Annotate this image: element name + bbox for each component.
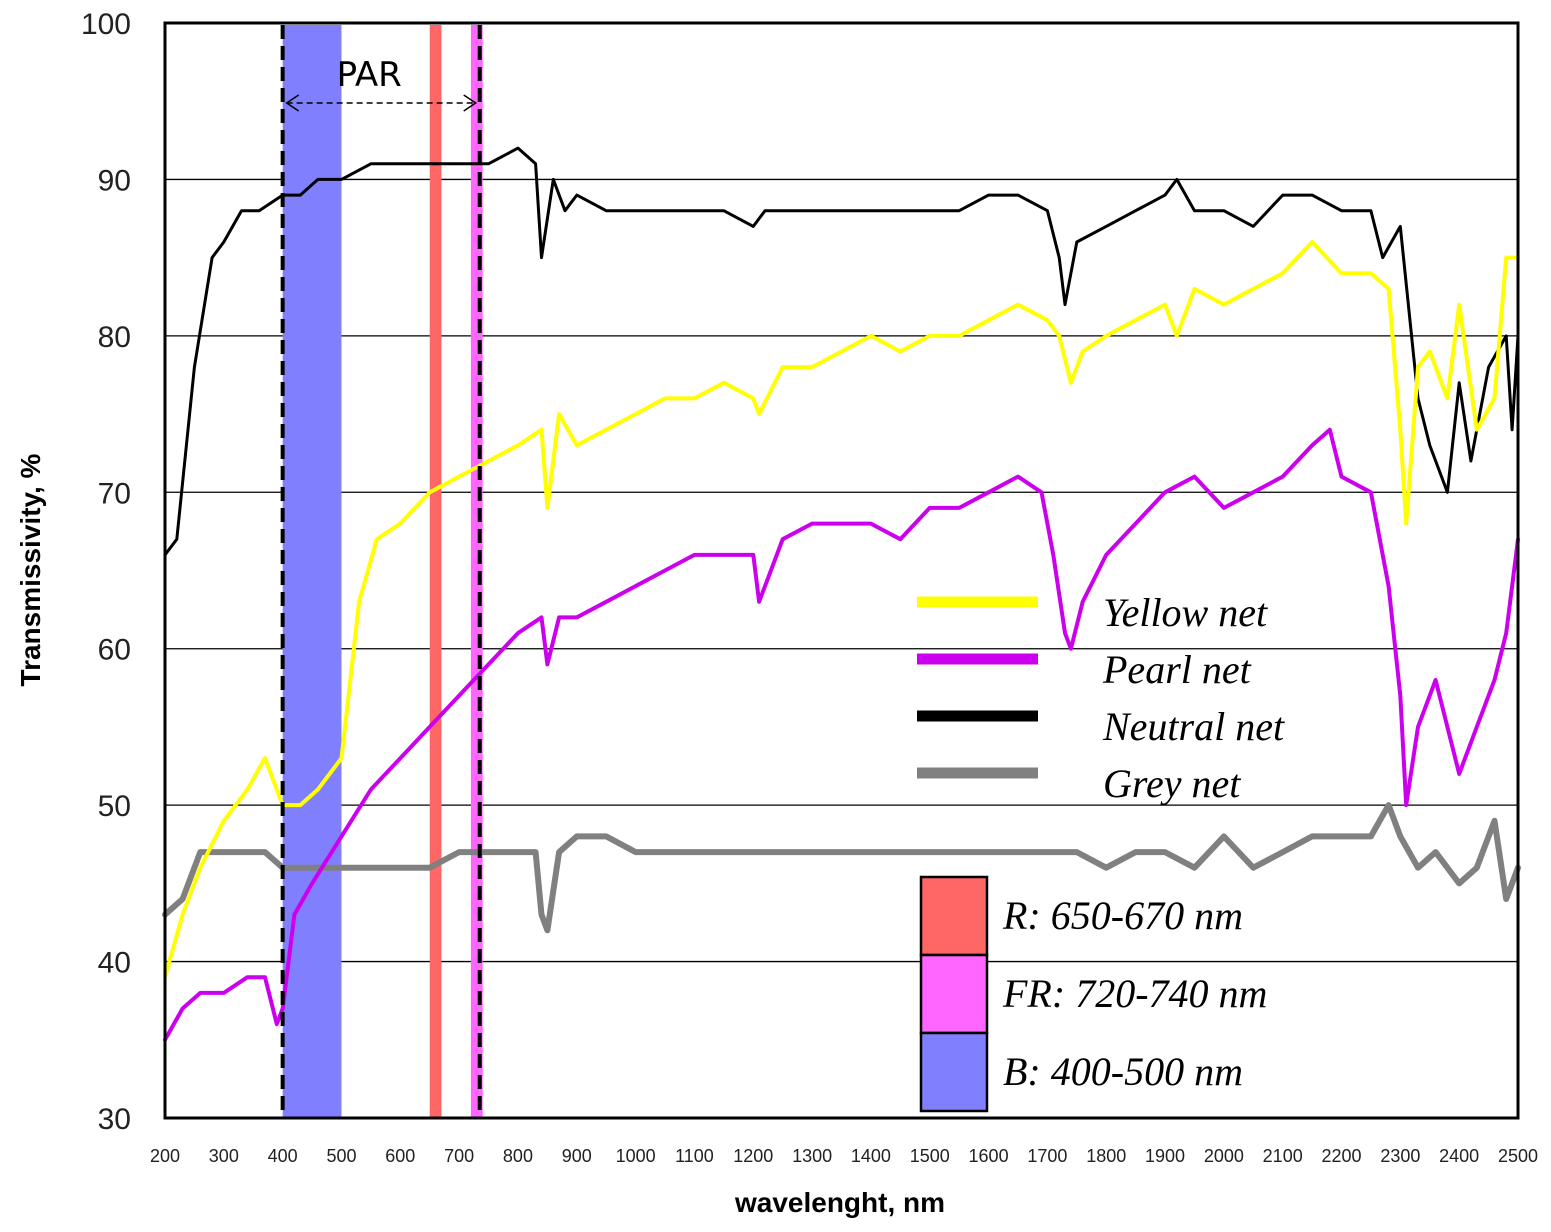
band-legend-swatch: [919, 953, 989, 1035]
band-legend-label: B: 400-500 nm: [1003, 1049, 1243, 1094]
x-axis-title: wavelenght, nm: [734, 1187, 945, 1218]
y-axis-title: Transmissivity, %: [15, 453, 46, 686]
series-lines: [162, 146, 1521, 1042]
band-legend-swatch: [919, 875, 989, 957]
x-tick-label: 1500: [910, 1146, 950, 1166]
band-legend: R: 650-670 nm FR: 720-740 nm B: 400-500 nm: [919, 875, 1267, 1113]
y-tick-label: 60: [98, 634, 131, 667]
x-tick-label: 800: [503, 1146, 533, 1166]
series-line-neutral-net: [163, 146, 1520, 557]
series-legend: Yellow net Pearl net Neutral net Grey net: [917, 590, 1285, 806]
series-line-pearl-net: [163, 427, 1520, 1042]
x-tick-label: 200: [150, 1146, 180, 1166]
y-tick-label: 90: [98, 164, 131, 197]
x-tick-label: 2000: [1204, 1146, 1244, 1166]
legend-label: Yellow net: [1103, 590, 1268, 635]
x-tick-label: 2200: [1321, 1146, 1361, 1166]
band-2: [470, 25, 483, 1118]
x-tick-label: 1100: [675, 1146, 714, 1166]
par-arrow-right-head: [463, 94, 478, 112]
y-tick-label: 50: [98, 790, 131, 823]
wavelength-bands: [282, 25, 483, 1118]
y-tick-labels: 30 40 50 60 70 80 90 100: [81, 8, 131, 1136]
x-tick-label: 2400: [1439, 1146, 1479, 1166]
y-tick-label: 100: [81, 8, 131, 41]
y-gridlines: [165, 178, 1518, 963]
plot-area-frame: [163, 21, 1520, 1120]
x-tick-label: 1000: [616, 1146, 656, 1166]
x-tick-label: 1400: [851, 1146, 891, 1166]
legend-label: Grey net: [1103, 761, 1241, 806]
par-label: PAR: [337, 55, 402, 95]
band-1: [429, 25, 442, 1118]
y-tick-label: 30: [98, 1103, 131, 1136]
x-tick-label: 1800: [1086, 1146, 1126, 1166]
x-tick-label: 1900: [1145, 1146, 1185, 1166]
par-annotation: PAR: [280, 25, 482, 1118]
x-tick-label: 1600: [969, 1146, 1009, 1166]
par-arrow-left-head: [285, 94, 300, 112]
x-tick-label: 500: [326, 1146, 356, 1166]
y-tick-label: 80: [98, 321, 131, 354]
x-tick-label: 1700: [1027, 1146, 1067, 1166]
band-legend-label: R: 650-670 nm: [1002, 893, 1243, 938]
legend-label: Pearl net: [1102, 647, 1252, 692]
x-tick-label: 300: [209, 1146, 239, 1166]
x-tick-label: 2500: [1498, 1146, 1538, 1166]
x-tick-label: 2300: [1380, 1146, 1420, 1166]
x-tick-label: 600: [385, 1146, 415, 1166]
y-tick-label: 40: [98, 947, 131, 980]
x-tick-label: 400: [268, 1146, 298, 1166]
x-tick-label: 2100: [1263, 1146, 1303, 1166]
x-tick-label: 700: [444, 1146, 474, 1166]
series-line-yellow-net: [163, 240, 1520, 980]
x-tick-label: 1300: [792, 1146, 832, 1166]
band-legend-label: FR: 720-740 nm: [1002, 971, 1267, 1016]
x-tick-labels: 200 300 400 500 600 700 800 900 1000 1100 1200 1300…: [150, 1146, 1538, 1166]
x-tick-label: 1200: [733, 1146, 773, 1166]
band-legend-swatch: [919, 1031, 989, 1113]
y-tick-label: 70: [98, 477, 131, 510]
legend-label: Neutral net: [1102, 704, 1285, 749]
series-line-grey-net: [162, 802, 1521, 934]
x-tick-label: 900: [562, 1146, 592, 1166]
